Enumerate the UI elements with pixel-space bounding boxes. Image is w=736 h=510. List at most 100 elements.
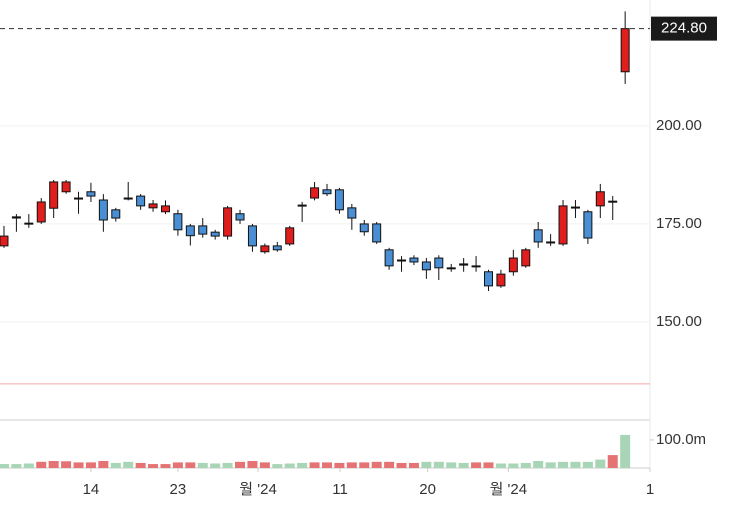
volume-bar <box>508 463 519 468</box>
x-tick-label: 월 '24 <box>490 481 528 498</box>
candle-body <box>334 189 344 211</box>
candle-body <box>74 197 84 200</box>
candle-body <box>359 223 369 233</box>
candle-body <box>11 216 21 219</box>
volume-bar <box>421 461 432 468</box>
volume-bar <box>582 461 593 468</box>
candle-body <box>123 197 133 200</box>
candle-body <box>620 28 630 73</box>
volume-bar <box>235 461 246 468</box>
volume-bar <box>471 462 482 468</box>
candle-body <box>86 191 96 197</box>
candle-body <box>322 189 332 195</box>
candle-body <box>558 205 568 245</box>
candle-body <box>533 229 543 243</box>
volume-bar <box>545 462 556 468</box>
candle-body <box>185 225 195 237</box>
last-price-box <box>651 16 717 41</box>
volume-bar <box>309 462 320 468</box>
candle-body <box>434 257 444 269</box>
candle-body <box>247 225 257 247</box>
volume-bar <box>210 463 221 468</box>
candle-body <box>483 271 493 287</box>
volume-bar <box>61 461 72 468</box>
volume-bar <box>172 462 183 468</box>
volume-bar <box>558 461 569 468</box>
volume-bar <box>607 455 618 468</box>
volume-bar <box>135 462 146 468</box>
candle-body <box>98 199 108 221</box>
volume-bar <box>23 463 34 468</box>
candle-body <box>223 207 233 237</box>
volume-bar <box>110 462 121 468</box>
candle-body <box>459 263 469 266</box>
volume-bar <box>11 464 22 468</box>
candle-body <box>409 257 419 263</box>
volume-bar <box>36 461 47 468</box>
volume-bar <box>446 462 457 468</box>
candle-body <box>595 191 605 207</box>
volume-bar <box>148 464 159 468</box>
candle-body <box>49 181 59 209</box>
candle-body <box>61 181 71 193</box>
x-tick-label: 1 <box>646 481 654 498</box>
volume-bar <box>408 462 419 468</box>
candle-body <box>446 267 456 270</box>
x-tick-label: 월 '24 <box>239 481 277 498</box>
x-tick-label: 11 <box>332 481 348 498</box>
volume-bar <box>259 462 270 468</box>
candle-body <box>24 222 34 225</box>
x-tick-label: 14 <box>83 481 100 498</box>
candle-body <box>496 273 506 287</box>
volume-bar <box>48 460 59 468</box>
volume-bar <box>396 462 407 468</box>
volume-bar <box>620 434 631 468</box>
volume-bar <box>297 462 308 468</box>
volume-bar <box>222 462 233 468</box>
volume-bar <box>123 461 134 468</box>
candle-body <box>173 213 183 231</box>
volume-bar <box>185 462 196 468</box>
candle-body <box>521 249 531 267</box>
x-tick-label: 20 <box>419 481 436 498</box>
volume-bar <box>160 464 171 468</box>
volume-bar <box>272 464 283 468</box>
candle-body <box>210 231 220 237</box>
candle-body <box>272 245 282 251</box>
candle-body <box>397 259 407 262</box>
candle-body <box>111 209 121 219</box>
y-tick-label: 175.00 <box>656 215 702 232</box>
candle-body <box>0 235 9 247</box>
candle-body <box>608 200 618 203</box>
y-tick-label: 100.0m <box>656 431 706 448</box>
candle-body <box>285 227 295 245</box>
volume-bar <box>458 462 469 468</box>
candle-body <box>136 195 146 207</box>
x-tick-label: 23 <box>170 481 187 498</box>
candle-body <box>421 261 431 271</box>
candle-body <box>160 205 170 213</box>
candle-body <box>198 225 208 235</box>
volume-bar <box>284 463 295 468</box>
candle-body <box>36 201 46 223</box>
candle-body <box>583 211 593 239</box>
candle-body <box>384 249 394 267</box>
volume-bar <box>0 464 9 468</box>
candle-body <box>148 203 158 209</box>
volume-bar <box>334 462 345 468</box>
volume-bar <box>359 462 370 468</box>
volume-bar <box>247 460 258 468</box>
candle-body <box>347 207 357 219</box>
candle-body <box>310 187 320 199</box>
volume-bar <box>321 462 332 468</box>
candle-body <box>508 257 518 273</box>
candle-body <box>546 241 556 244</box>
volume-bar <box>98 460 109 468</box>
candle-body <box>372 223 382 243</box>
y-tick-label: 200.00 <box>656 117 702 134</box>
volume-bar <box>495 463 506 468</box>
volume-bar <box>346 462 357 468</box>
candle-body <box>260 245 270 253</box>
y-tick-label: 150.00 <box>656 313 702 330</box>
